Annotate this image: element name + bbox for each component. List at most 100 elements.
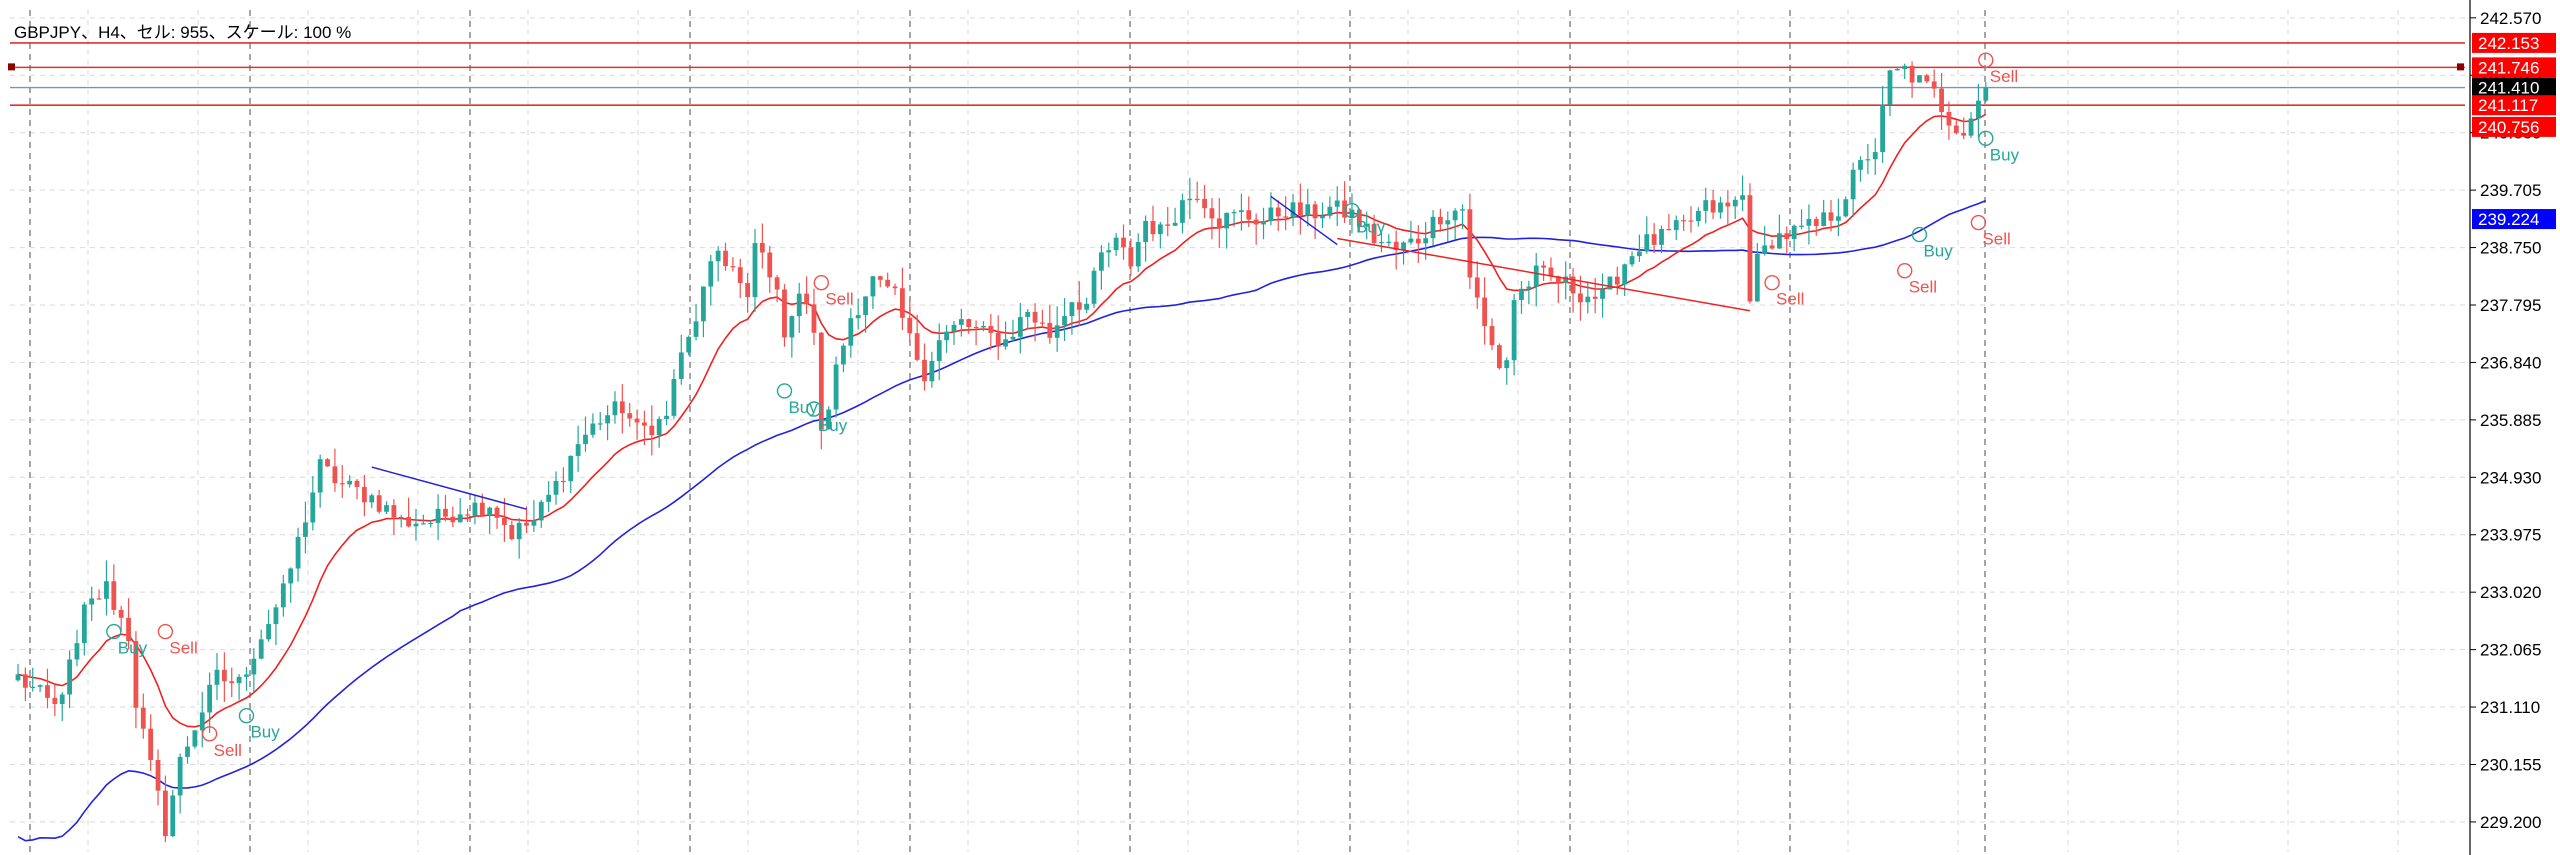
candle-body xyxy=(45,685,50,698)
candle-body xyxy=(1887,70,1893,105)
candle-body xyxy=(1533,265,1539,287)
candle-body xyxy=(1209,208,1215,219)
candle-body xyxy=(199,712,205,731)
candle-body xyxy=(642,422,647,426)
candle-body xyxy=(1725,202,1731,207)
candle-body xyxy=(1113,237,1119,251)
candle-body xyxy=(1003,339,1008,347)
candle-body xyxy=(1165,224,1171,226)
candle-body xyxy=(1135,242,1141,267)
candle-body xyxy=(678,352,684,379)
candle-body xyxy=(1224,212,1230,229)
candle-body xyxy=(1909,65,1915,83)
axis-tick-label: 233.020 xyxy=(2480,583,2541,602)
candle-body xyxy=(244,674,249,677)
candle-body xyxy=(185,746,190,757)
trend-lines xyxy=(371,195,1751,510)
price-tag-box xyxy=(2472,57,2556,78)
candle-body xyxy=(789,316,795,338)
candle-body xyxy=(457,514,463,523)
candle-body xyxy=(1187,198,1193,201)
trend-line xyxy=(1337,237,1751,312)
candle-body xyxy=(1157,224,1163,235)
candle-body xyxy=(1489,326,1495,346)
candle-body xyxy=(1607,276,1613,290)
candle-body xyxy=(133,641,139,708)
candle-body xyxy=(1894,68,1900,71)
candle-body xyxy=(1666,228,1672,231)
candle-body xyxy=(273,607,279,625)
candle-body xyxy=(664,415,669,420)
slow-ma-line xyxy=(17,199,1987,842)
candle-body xyxy=(1320,215,1325,219)
candle-body xyxy=(811,304,817,333)
price-tag-label: 241.117 xyxy=(2478,96,2538,115)
candle-body xyxy=(1555,276,1561,283)
candle-body xyxy=(1578,293,1583,303)
price-tag-label: 242.153 xyxy=(2478,34,2539,53)
signal-marker xyxy=(1978,130,1994,147)
candle-body xyxy=(361,486,367,503)
horizontal-levels xyxy=(8,42,2465,107)
axis-tick-label: 230.155 xyxy=(2480,755,2541,774)
candle-body xyxy=(841,345,846,365)
candle-body xyxy=(944,331,950,341)
candle-body xyxy=(1968,118,1974,136)
candle-body xyxy=(1541,265,1546,268)
candle-body xyxy=(1924,75,1930,82)
signal-marker xyxy=(776,383,793,399)
candle-body xyxy=(730,266,736,268)
price-axis[interactable]: 242.570241.615240.660239.705238.750237.7… xyxy=(2469,0,2541,855)
candlestick-series xyxy=(15,61,1989,843)
candle-body xyxy=(907,317,913,334)
candle-body xyxy=(413,523,419,527)
candle-body xyxy=(288,568,294,584)
candle-body xyxy=(656,419,662,436)
candle-body xyxy=(634,418,640,423)
candle-body xyxy=(627,413,633,419)
candle-body xyxy=(914,333,920,360)
axis-tick-label: 242.570 xyxy=(2480,9,2541,28)
candle-body xyxy=(1283,216,1289,218)
sell-signal-label: Sell xyxy=(1909,278,1937,297)
price-tag-box xyxy=(2472,116,2556,137)
candle-body xyxy=(524,522,529,526)
candle-body xyxy=(428,522,434,525)
candle-body xyxy=(1305,204,1311,216)
candle-body xyxy=(826,409,832,430)
candle-body xyxy=(958,319,964,325)
candle-body xyxy=(981,325,986,328)
candle-body xyxy=(258,639,264,659)
candle-body xyxy=(1673,220,1679,230)
buy-signal-label: Buy xyxy=(1923,242,1953,261)
candle-body xyxy=(1710,200,1716,213)
candle-body xyxy=(612,401,618,416)
price-tag-box xyxy=(2472,77,2556,98)
candle-body xyxy=(1312,204,1318,219)
signal-marker xyxy=(238,708,255,724)
candle-body xyxy=(1902,65,1908,69)
candle-body xyxy=(1858,160,1863,170)
candle-body xyxy=(59,694,65,705)
price-tag-box xyxy=(2472,209,2556,230)
candle-body xyxy=(973,327,979,329)
candle-body xyxy=(221,669,227,682)
candle-body xyxy=(715,250,721,262)
candle-body xyxy=(67,659,72,695)
candle-body xyxy=(1047,322,1053,338)
candle-body xyxy=(1202,198,1207,209)
candle-body xyxy=(1939,88,1944,113)
candle-body xyxy=(1084,303,1090,310)
candle-body xyxy=(1143,220,1149,243)
candle-body xyxy=(900,288,905,318)
candle-body xyxy=(391,505,397,518)
candle-body xyxy=(1880,104,1886,153)
candle-body xyxy=(877,276,883,280)
candle-body xyxy=(1813,219,1819,226)
candle-body xyxy=(303,522,308,537)
candle-body xyxy=(1983,87,1989,101)
candle-body xyxy=(708,261,714,287)
